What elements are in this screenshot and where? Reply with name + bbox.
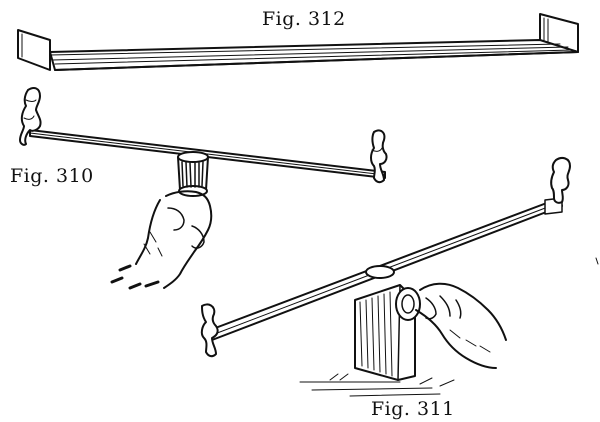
fig-310-caption: Fig. 310 bbox=[10, 165, 94, 187]
fig-311-seesaw-drawing bbox=[200, 157, 571, 397]
fig-312-caption: Fig. 312 bbox=[262, 8, 346, 30]
fig-312-tray-drawing bbox=[17, 13, 579, 71]
fig-310-balance-drawing bbox=[19, 87, 388, 290]
fig-311-caption: Fig. 311 bbox=[371, 398, 455, 420]
